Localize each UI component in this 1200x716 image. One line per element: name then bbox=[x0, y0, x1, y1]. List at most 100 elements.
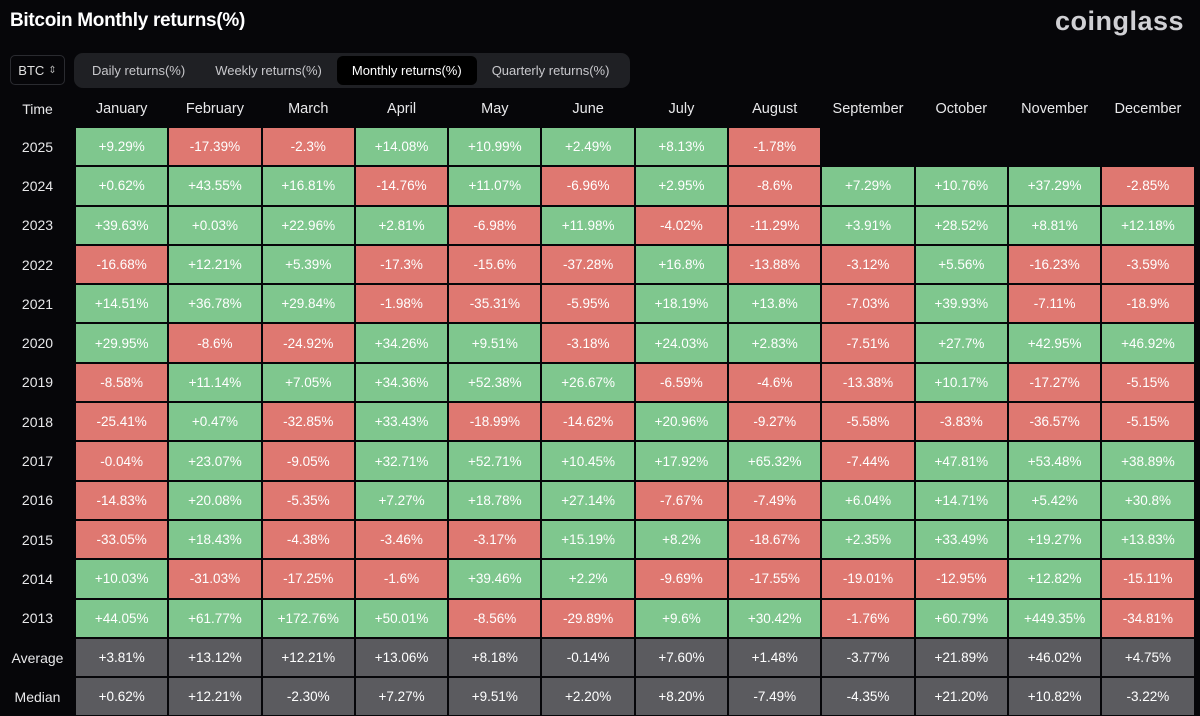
return-cell: +14.51% bbox=[75, 284, 169, 324]
return-cell: +3.81% bbox=[75, 637, 169, 678]
tab-weekly-returns[interactable]: Weekly returns(%) bbox=[215, 63, 322, 78]
return-cell: +2.35% bbox=[821, 519, 915, 560]
month-header-december: December bbox=[1114, 100, 1182, 117]
return-cell: +11.07% bbox=[448, 166, 542, 206]
return-cell: -12.95% bbox=[914, 559, 1008, 599]
return-cell: -34.81% bbox=[1101, 598, 1195, 638]
return-cell: +60.79% bbox=[914, 598, 1008, 638]
return-cell: +65.32% bbox=[728, 441, 822, 481]
return-cell: -6.98% bbox=[448, 205, 542, 245]
return-cell: -3.18% bbox=[541, 323, 635, 363]
return-cell: +2.49% bbox=[541, 127, 635, 167]
row-label: 2014 bbox=[21, 570, 54, 587]
return-cell: -6.96% bbox=[541, 166, 635, 206]
return-cell: +24.03% bbox=[634, 323, 729, 363]
return-cell: -16.23% bbox=[1007, 244, 1102, 285]
return-cell: -14.76% bbox=[354, 166, 449, 206]
return-cell: -17.25% bbox=[261, 559, 355, 599]
return-cell: -9.69% bbox=[634, 559, 729, 599]
return-cell: +15.19% bbox=[541, 519, 635, 560]
return-cell: +0.62% bbox=[75, 677, 169, 716]
return-cell: +7.27% bbox=[354, 677, 449, 716]
return-cell: +19.27% bbox=[1007, 519, 1102, 560]
month-header-march: March bbox=[288, 100, 329, 117]
return-cell: +30.42% bbox=[728, 598, 822, 638]
return-cell: +3.91% bbox=[821, 205, 915, 245]
return-cell: +7.27% bbox=[354, 480, 449, 520]
return-cell: +7.05% bbox=[261, 362, 355, 403]
row-label: 2025 bbox=[21, 138, 54, 155]
return-cell: -36.57% bbox=[1007, 402, 1102, 442]
return-cell: +33.49% bbox=[914, 519, 1008, 560]
return-cell: -6.59% bbox=[634, 362, 729, 403]
return-cell: +33.43% bbox=[354, 402, 449, 442]
return-cell: +7.29% bbox=[821, 166, 915, 206]
table-row-2019: 2019 -8.58% +11.14% +7.05% +34.36% +52.38% +26… bbox=[0, 362, 1200, 403]
return-cell: +32.71% bbox=[354, 441, 449, 481]
return-cell: +52.71% bbox=[448, 441, 542, 481]
return-cell: -18.9% bbox=[1101, 284, 1195, 324]
return-cell: +10.76% bbox=[914, 166, 1008, 206]
return-cell: -16.68% bbox=[75, 244, 169, 285]
return-cell: +13.06% bbox=[354, 637, 449, 678]
month-header-february: February bbox=[185, 100, 244, 117]
empty-cell bbox=[1101, 127, 1195, 167]
coin-select[interactable]: BTC ⇕ bbox=[10, 55, 65, 85]
return-cell: -9.05% bbox=[261, 441, 355, 481]
table-row-2022: 2022 -16.68% +12.21% +5.39% -17.3% -15.6% -37.… bbox=[0, 244, 1200, 285]
return-cell: -19.01% bbox=[821, 559, 915, 599]
return-cell: +30.8% bbox=[1101, 480, 1195, 520]
month-header-april: April bbox=[387, 100, 417, 117]
row-label: 2013 bbox=[21, 610, 54, 627]
return-cell: +8.20% bbox=[634, 677, 729, 716]
tab-monthly-returns[interactable]: Monthly returns(%) bbox=[336, 56, 477, 85]
return-cell: -7.11% bbox=[1007, 284, 1102, 324]
return-cell: -8.6% bbox=[728, 166, 822, 206]
return-cell: +9.6% bbox=[634, 598, 729, 638]
return-cell: +17.92% bbox=[634, 441, 729, 481]
return-cell: +9.29% bbox=[75, 127, 169, 167]
table-row-2016: 2016 -14.83% +20.08% -5.35% +7.27% +18.78% +27… bbox=[0, 480, 1200, 520]
return-cell: -18.67% bbox=[728, 519, 822, 560]
return-cell: +5.39% bbox=[261, 244, 355, 285]
return-cell: -4.35% bbox=[821, 677, 915, 716]
return-cell: +4.75% bbox=[1101, 637, 1195, 678]
tab-daily-returns[interactable]: Daily returns(%) bbox=[92, 63, 186, 78]
return-cell: +2.20% bbox=[541, 677, 635, 716]
month-header-october: October bbox=[935, 100, 988, 117]
return-cell: +18.19% bbox=[634, 284, 729, 324]
return-cell: +11.14% bbox=[168, 362, 262, 403]
return-cell: +46.02% bbox=[1007, 637, 1102, 678]
return-cell: -1.98% bbox=[354, 284, 449, 324]
return-cell: -4.02% bbox=[634, 205, 729, 245]
return-cell: +1.48% bbox=[728, 637, 822, 678]
return-cell: +26.67% bbox=[541, 362, 635, 403]
return-cell: +10.17% bbox=[914, 362, 1008, 403]
tab-quarterly-returns[interactable]: Quarterly returns(%) bbox=[491, 63, 610, 78]
returns-table: Time January February March April May June Jul… bbox=[0, 90, 1200, 716]
return-cell: +27.7% bbox=[914, 323, 1008, 363]
return-cell: -17.55% bbox=[728, 559, 822, 599]
return-cell: +46.92% bbox=[1101, 323, 1195, 363]
return-cell: -25.41% bbox=[75, 402, 169, 442]
return-cell: +2.83% bbox=[728, 323, 822, 363]
return-cell: +61.77% bbox=[168, 598, 262, 638]
empty-cell bbox=[821, 127, 915, 167]
return-cell: +53.48% bbox=[1007, 441, 1102, 481]
return-cell: -15.11% bbox=[1101, 559, 1195, 599]
return-cell: +14.08% bbox=[354, 127, 449, 167]
return-cell: +21.20% bbox=[914, 677, 1008, 716]
return-cell: -11.29% bbox=[728, 205, 822, 245]
table-row-2024: 2024 +0.62% +43.55% +16.81% -14.76% +11.07% -6… bbox=[0, 166, 1200, 206]
return-cell: +20.96% bbox=[634, 402, 729, 442]
return-cell: -31.03% bbox=[168, 559, 262, 599]
return-cell: +7.60% bbox=[634, 637, 729, 678]
return-cell: +2.2% bbox=[541, 559, 635, 599]
return-cell: +20.08% bbox=[168, 480, 262, 520]
time-header: Time bbox=[22, 100, 53, 117]
return-cell: -17.3% bbox=[354, 244, 449, 285]
row-label: 2017 bbox=[21, 453, 54, 470]
return-cell: -32.85% bbox=[261, 402, 355, 442]
return-cell: +12.21% bbox=[168, 677, 262, 716]
return-cell: +52.38% bbox=[448, 362, 542, 403]
